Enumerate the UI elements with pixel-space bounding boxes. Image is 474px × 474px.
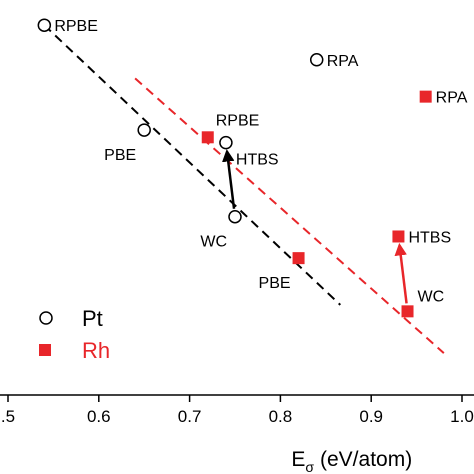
point-labels: RPBE PBE HTBS WC RPA RPBE PBE HTBS WC RPA xyxy=(54,18,467,305)
x-axis-label-main: E xyxy=(291,448,305,471)
label-rh-rpa: RPA xyxy=(436,90,468,107)
point-pt-rpbe xyxy=(37,18,52,32)
label-rh-pbe: PBE xyxy=(259,275,291,292)
label-pt-pbe: PBE xyxy=(104,147,136,164)
arrow-pt xyxy=(222,149,236,209)
point-pt-wc xyxy=(228,209,242,224)
legend-pt-label: Pt xyxy=(82,306,103,331)
point-rh-wc xyxy=(401,305,414,318)
x-tick-label-5: 1.0 xyxy=(450,407,474,426)
label-pt-rpa: RPA xyxy=(327,53,359,70)
x-tick-label-1: 0.6 xyxy=(87,407,111,426)
label-rh-rpbe: RPBE xyxy=(216,112,260,129)
x-axis-ticks xyxy=(7,395,463,402)
label-pt-rpbe: RPBE xyxy=(54,18,98,35)
x-axis-label-subscript: σ xyxy=(305,459,314,474)
point-pt-rpa xyxy=(309,53,324,67)
point-rh-rpbe xyxy=(201,131,214,144)
label-rh-htbs: HTBS xyxy=(408,229,451,246)
trend-line-pt xyxy=(43,24,342,306)
arrow-rh xyxy=(394,242,408,304)
label-pt-htbs: HTBS xyxy=(236,152,279,169)
arrows xyxy=(222,149,408,304)
point-rh-rpa xyxy=(419,90,432,103)
label-rh-wc: WC xyxy=(418,288,445,305)
x-tick-label-2: 0.7 xyxy=(178,407,202,426)
point-rh-htbs xyxy=(392,230,405,243)
x-tick-label-4: 0.9 xyxy=(359,407,383,426)
label-pt-wc: WC xyxy=(200,234,227,251)
x-axis-label-unit: (eV/atom) xyxy=(320,448,412,471)
x-tick-label-3: 0.8 xyxy=(269,407,293,426)
legend-rh-label: Rh xyxy=(82,338,110,363)
x-tick-label-0: .5 xyxy=(1,407,15,426)
legend: Pt Rh xyxy=(39,306,110,363)
point-pt-pbe xyxy=(137,123,151,137)
data-points xyxy=(37,18,432,318)
trend-lines xyxy=(43,24,445,354)
trend-line-rh xyxy=(134,77,445,354)
x-axis-tick-labels: .5 0.6 0.7 0.8 0.9 1.0 xyxy=(1,407,474,426)
point-pt-htbs xyxy=(219,135,233,150)
x-axis-label: Eσ xyxy=(291,448,314,474)
legend-rh-marker xyxy=(39,344,51,356)
legend-pt-marker xyxy=(39,311,53,325)
point-rh-pbe xyxy=(292,252,305,265)
